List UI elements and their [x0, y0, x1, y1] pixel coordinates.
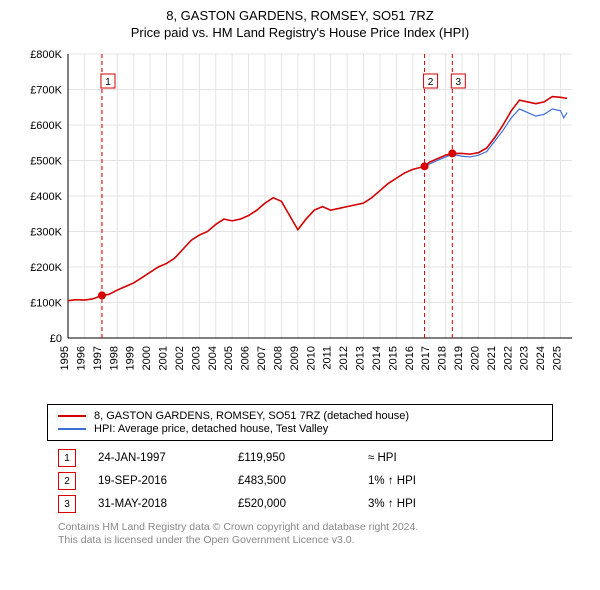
svg-text:2016: 2016 [404, 346, 416, 370]
svg-text:£800K: £800K [30, 49, 62, 61]
legend-label: HPI: Average price, detached house, Test… [94, 423, 328, 435]
svg-text:1996: 1996 [75, 346, 87, 370]
svg-text:2005: 2005 [223, 346, 235, 370]
marker-hpi-delta: ≈ HPI [368, 452, 488, 464]
legend-item: HPI: Average price, detached house, Test… [58, 423, 542, 435]
svg-text:2007: 2007 [256, 346, 268, 370]
marker-price: £119,950 [238, 452, 368, 464]
svg-text:2018: 2018 [437, 346, 449, 370]
legend-swatch [58, 428, 86, 430]
svg-text:2011: 2011 [322, 346, 334, 370]
svg-text:2023: 2023 [519, 346, 531, 370]
svg-text:1995: 1995 [59, 346, 71, 370]
legend-swatch [58, 415, 86, 417]
marker-date: 19-SEP-2016 [98, 475, 238, 487]
marker-number-box: 1 [58, 449, 76, 467]
svg-text:2003: 2003 [190, 346, 202, 370]
svg-text:2001: 2001 [158, 346, 170, 370]
svg-text:2004: 2004 [207, 346, 219, 370]
svg-text:2012: 2012 [338, 346, 350, 370]
marker-number-box: 2 [58, 472, 76, 490]
svg-text:2021: 2021 [486, 346, 498, 370]
chart-title-subtitle: Price paid vs. HM Land Registry's House … [6, 25, 594, 40]
svg-text:2020: 2020 [469, 346, 481, 370]
price-chart: £0 £100K £200K £300K £400K £500K £600K £700K £80… [20, 46, 580, 396]
svg-text:2006: 2006 [240, 346, 252, 370]
legend-item: 8, GASTON GARDENS, ROMSEY, SO51 7RZ (det… [58, 410, 542, 422]
markers-table: 1 24-JAN-1997£119,950≈ HPI 2 19-SEP-2016£48… [58, 449, 542, 513]
svg-text:£700K: £700K [30, 85, 62, 97]
svg-text:2: 2 [428, 77, 434, 88]
svg-text:2013: 2013 [355, 346, 367, 370]
marker-row: 3 31-MAY-2018£520,0003% ↑ HPI [58, 495, 542, 513]
svg-text:£500K: £500K [30, 156, 62, 168]
marker-date: 24-JAN-1997 [98, 452, 238, 464]
svg-text:£0: £0 [50, 333, 62, 345]
svg-text:1998: 1998 [108, 346, 120, 370]
marker-hpi-delta: 3% ↑ HPI [368, 498, 488, 510]
svg-text:1: 1 [105, 77, 111, 88]
svg-text:2010: 2010 [305, 346, 317, 370]
footer-line-1: Contains HM Land Registry data © Crown c… [58, 521, 542, 534]
legend-label: 8, GASTON GARDENS, ROMSEY, SO51 7RZ (det… [94, 410, 409, 422]
chart-title-address: 8, GASTON GARDENS, ROMSEY, SO51 7RZ [6, 8, 594, 23]
svg-text:£100K: £100K [30, 298, 62, 310]
svg-text:2025: 2025 [552, 346, 564, 370]
svg-text:2022: 2022 [502, 346, 514, 370]
svg-text:2009: 2009 [289, 346, 301, 370]
svg-text:2000: 2000 [141, 346, 153, 370]
svg-text:1997: 1997 [92, 346, 104, 370]
marker-hpi-delta: 1% ↑ HPI [368, 475, 488, 487]
svg-text:2017: 2017 [420, 346, 432, 370]
marker-date: 31-MAY-2018 [98, 498, 238, 510]
chart-svg: £0 £100K £200K £300K £400K £500K £600K £700K £80… [20, 46, 580, 396]
footer-line-2: This data is licensed under the Open Gov… [58, 534, 542, 547]
svg-text:2015: 2015 [387, 346, 399, 370]
svg-text:2014: 2014 [371, 346, 383, 370]
svg-text:2024: 2024 [535, 346, 547, 370]
legend: 8, GASTON GARDENS, ROMSEY, SO51 7RZ (det… [47, 404, 553, 441]
svg-text:£400K: £400K [30, 191, 62, 203]
svg-text:£300K: £300K [30, 227, 62, 239]
svg-text:£600K: £600K [30, 120, 62, 132]
marker-row: 2 19-SEP-2016£483,5001% ↑ HPI [58, 472, 542, 490]
footer-attribution: Contains HM Land Registry data © Crown c… [58, 521, 542, 547]
svg-text:2019: 2019 [453, 346, 465, 370]
marker-price: £520,000 [238, 498, 368, 510]
marker-number-box: 3 [58, 495, 76, 513]
svg-text:£200K: £200K [30, 262, 62, 274]
marker-row: 1 24-JAN-1997£119,950≈ HPI [58, 449, 542, 467]
svg-text:2002: 2002 [174, 346, 186, 370]
svg-text:2008: 2008 [272, 346, 284, 370]
marker-price: £483,500 [238, 475, 368, 487]
svg-text:3: 3 [456, 77, 462, 88]
svg-text:1999: 1999 [125, 346, 137, 370]
